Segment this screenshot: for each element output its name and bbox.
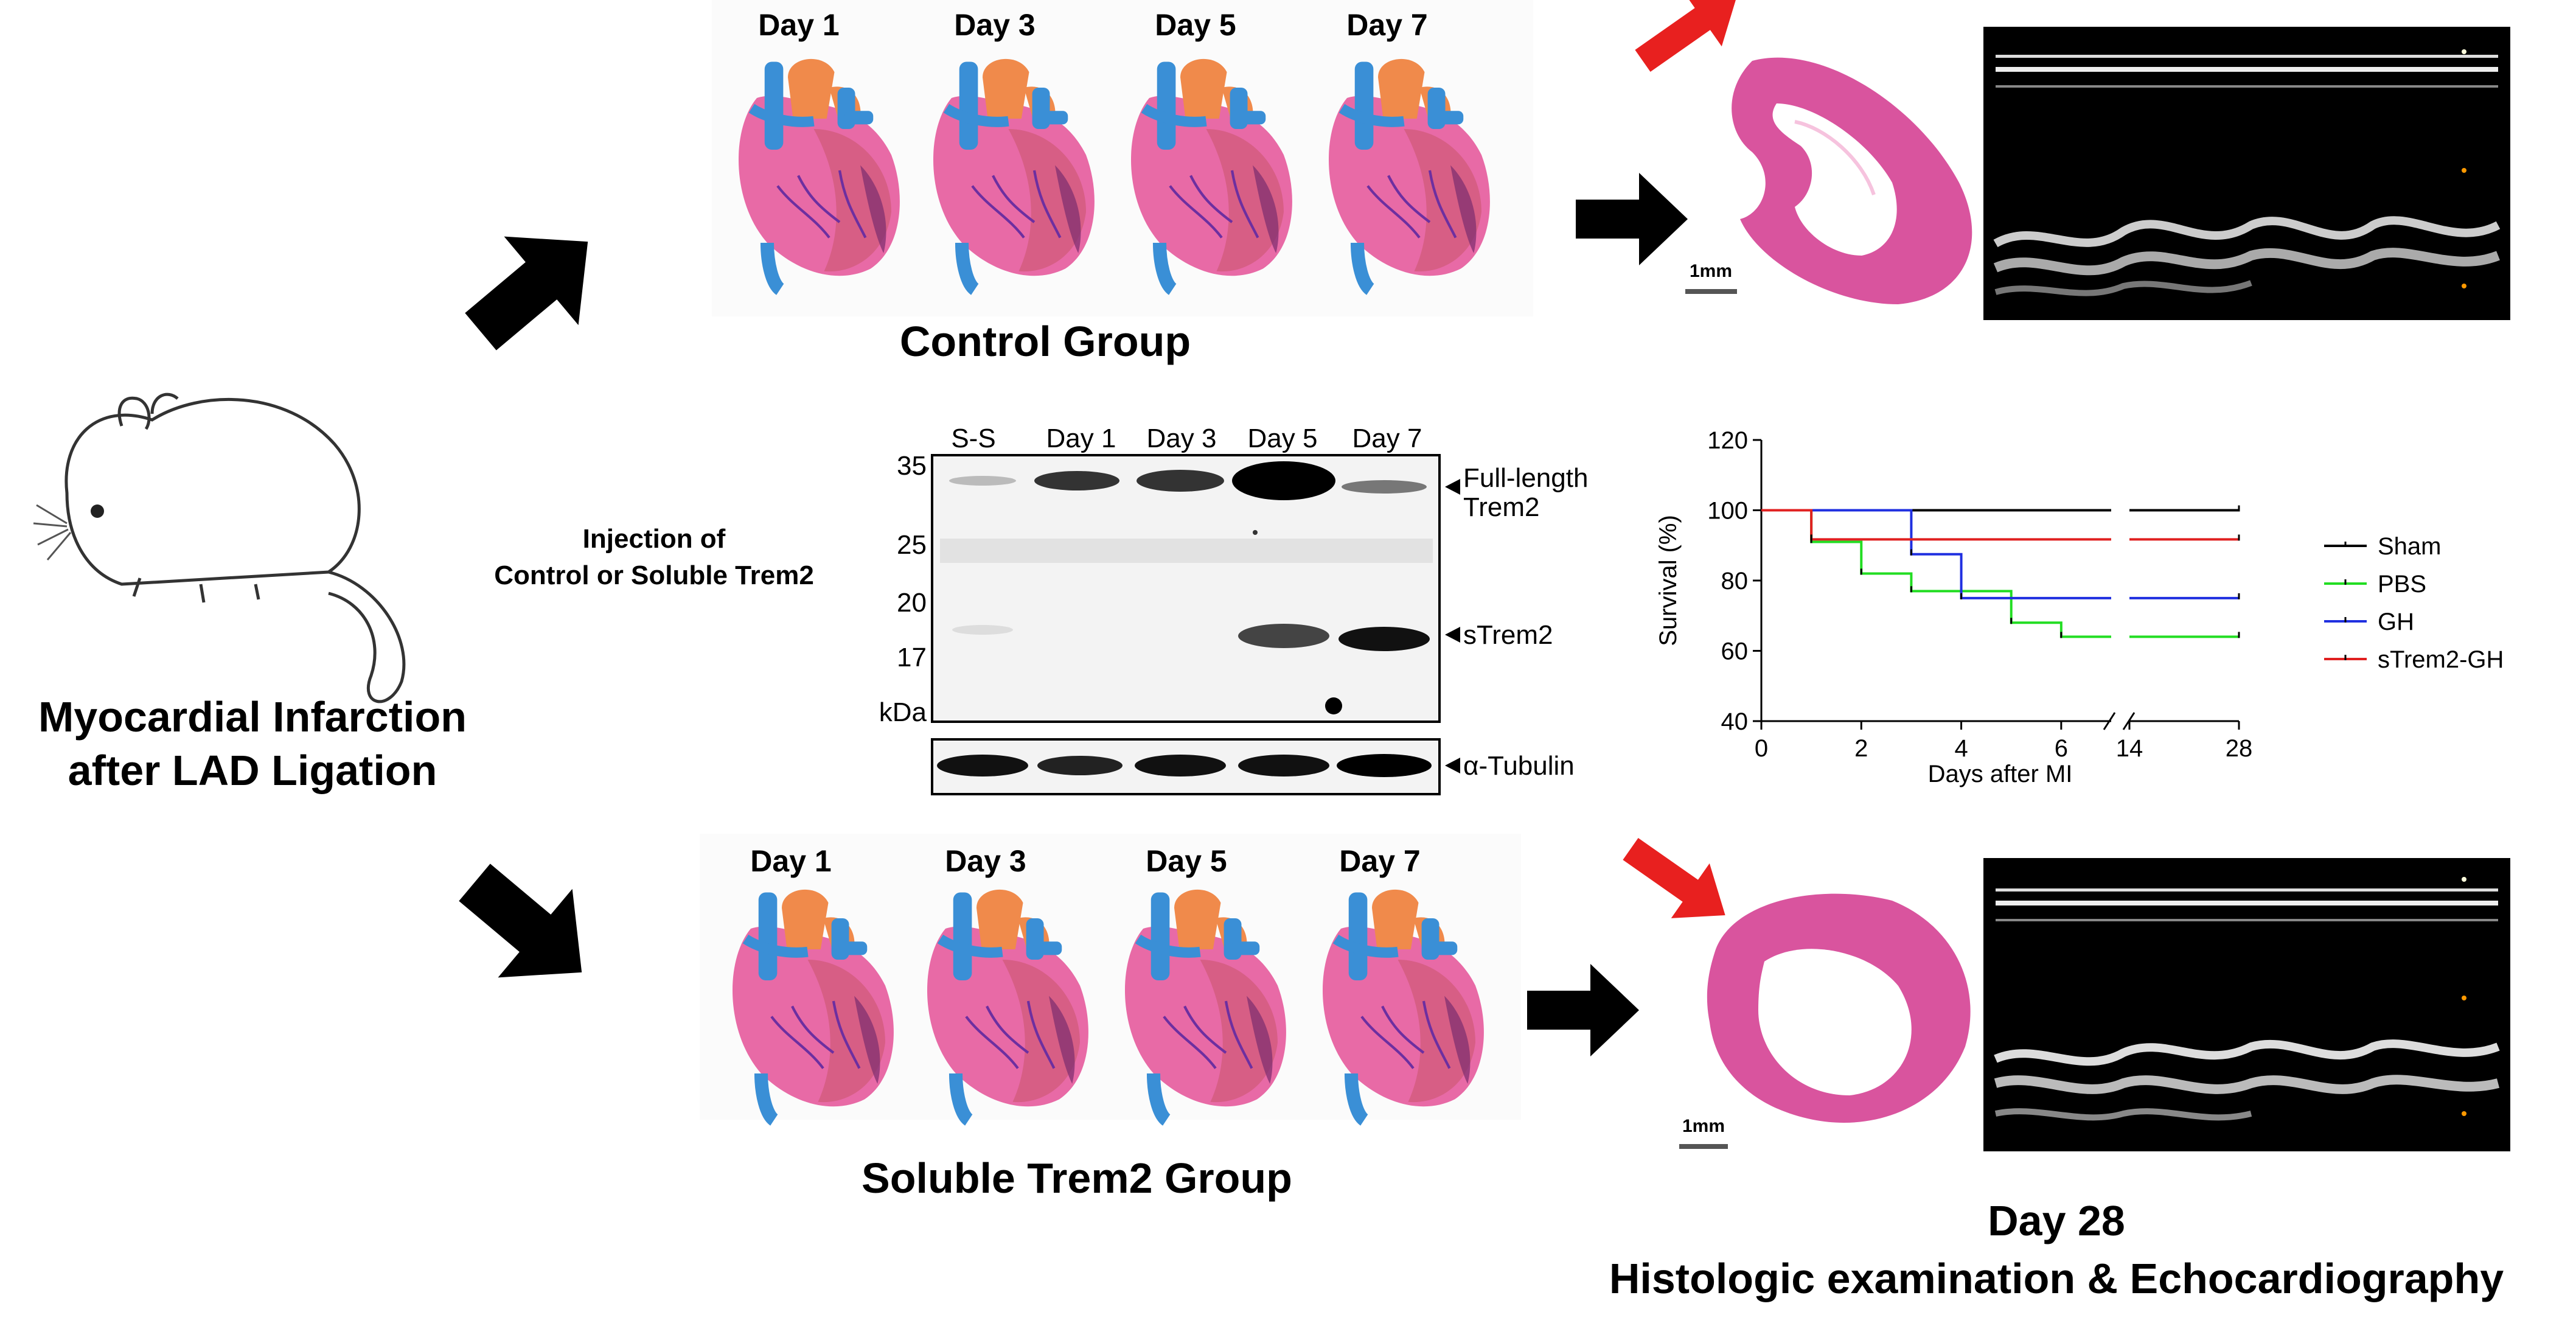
x-tick-label: 14 [2116, 735, 2143, 762]
legend-entry: GH [2378, 609, 2414, 635]
mw-marker: 35 [897, 451, 927, 481]
x-tick-label: 28 [2226, 735, 2253, 762]
control-histology: 1mm [1623, 0, 1972, 305]
strem2-day-label: Day 7 [1339, 844, 1420, 878]
control-group-title: Control Group [900, 318, 1191, 365]
red-arrow-icon [1611, 821, 1745, 943]
mw-marker: 25 [897, 530, 927, 560]
injection-line2: Control or Soluble Trem2 [494, 560, 814, 590]
scale-bar-label: 1mm [1690, 261, 1732, 281]
arrow-to-strem2-icon [437, 838, 619, 1017]
control-day-label: Day 7 [1346, 8, 1427, 42]
survival-step-line [1761, 509, 2111, 541]
survival-step-line [1761, 509, 2111, 599]
mw-marker: 20 [897, 588, 927, 618]
lane-label: Day 7 [1352, 424, 1422, 453]
axis-break-mark [2103, 712, 2116, 730]
band-pointer-icon [1445, 627, 1460, 643]
mouse-caption-line1: Myocardial Infarction [38, 693, 467, 741]
x-tick-label: 2 [1854, 735, 1868, 762]
control-echo [1983, 27, 2510, 320]
strem2-day-label: Day 5 [1146, 844, 1227, 878]
lane-label: Day 1 [1046, 424, 1116, 453]
band-label-full-length-line1: Full-length [1463, 463, 1588, 493]
arrow-to-control-icon [443, 197, 625, 376]
mouse-illustration: Myocardial Infarction after LAD Ligation [33, 393, 467, 794]
arrow-strem2-to-day28-icon [1527, 964, 1639, 1056]
mw-marker: 17 [897, 643, 927, 672]
lane-label: Day 5 [1248, 424, 1318, 453]
strem2-group-panel: Day 1 Day 3 Day 5 Day 7 Soluble Trem2 Gr… [700, 834, 1521, 1202]
y-tick-label: 40 [1721, 708, 1749, 735]
survival-series [1761, 509, 2240, 599]
y-tick-label: 60 [1721, 638, 1749, 665]
footer-description: Histologic examination & Echocardiograph… [1609, 1255, 2504, 1302]
x-axis-label: Days after MI [1928, 761, 2073, 787]
control-day-label: Day 5 [1155, 8, 1236, 42]
strem2-histology: 1mm [1611, 821, 1971, 1149]
control-day-label: Day 1 [758, 8, 839, 42]
band-label-full-length-line2: Trem2 [1463, 492, 1540, 522]
injection-line1: Injection of [583, 524, 726, 554]
control-day-label: Day 3 [954, 8, 1035, 42]
western-blot: S-S Day 1 Day 3 Day 5 Day 7 35 25 20 17 … [879, 424, 1588, 795]
legend-entry: PBS [2378, 571, 2426, 598]
y-tick-label: 120 [1707, 427, 1748, 454]
x-tick-label: 4 [1954, 735, 1968, 762]
strem2-group-title: Soluble Trem2 Group [862, 1154, 1292, 1202]
y-tick-label: 100 [1707, 498, 1748, 525]
survival-series [1761, 509, 2240, 541]
control-group-panel: Day 1 Day 3 Day 5 Day 7 Control Group [712, 0, 1533, 365]
strem2-day-label: Day 3 [945, 844, 1026, 878]
lane-label: Day 3 [1147, 424, 1217, 453]
survival-series [1761, 509, 2240, 638]
survival-step-line [1761, 509, 2111, 638]
legend-entry: Sham [2378, 533, 2442, 560]
lane-label: S-S [951, 424, 995, 453]
survival-chart: Survival (%) Days after MI 40 60 80 100 120 0… [1655, 427, 2504, 787]
strem2-day-label: Day 1 [750, 844, 831, 878]
red-arrow-icon [1623, 0, 1757, 89]
arrow-control-to-day28-icon [1576, 173, 1688, 265]
y-tick-label: 80 [1721, 568, 1749, 595]
mouse-caption-line2: after LAD Ligation [68, 747, 437, 794]
band-label-tubulin: α-Tubulin [1463, 751, 1575, 781]
band-label-strem2: sTrem2 [1463, 620, 1553, 650]
x-tick-label: 0 [1755, 735, 1768, 762]
footer-day28: Day 28 [1988, 1197, 2125, 1244]
scale-bar-label: 1mm [1682, 1116, 1725, 1136]
band-pointer-icon [1445, 479, 1460, 495]
strem2-echo [1983, 858, 2510, 1151]
mw-marker: kDa [879, 697, 927, 727]
band-pointer-icon [1445, 758, 1460, 773]
legend-entry: sTrem2-GH [2378, 646, 2504, 673]
y-axis-label: Survival (%) [1655, 515, 1682, 646]
x-tick-label: 6 [2055, 735, 2068, 762]
